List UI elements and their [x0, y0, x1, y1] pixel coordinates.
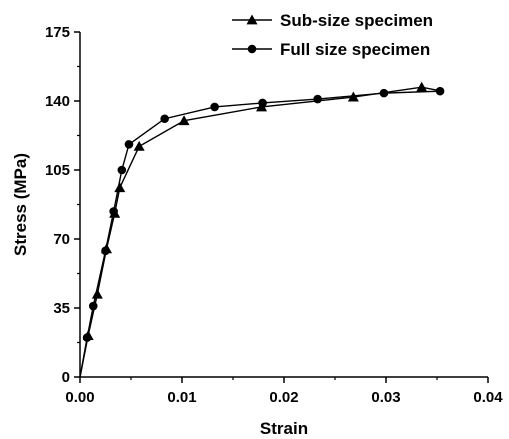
x-tick-label: 0.03	[371, 389, 400, 406]
axes	[79, 32, 488, 378]
y-tick-label: 105	[45, 162, 70, 179]
data-point	[124, 140, 134, 149]
series-sub-size	[79, 81, 443, 378]
data-point	[178, 115, 190, 126]
y-tick-label: 0	[62, 369, 70, 386]
x-tick-labels: 0.00 0.01 0.02 0.03 0.04	[65, 389, 503, 406]
data-point	[88, 301, 98, 311]
data-point	[117, 165, 127, 175]
x-tick-label: 0.01	[167, 389, 196, 406]
legend-entry: Full size specimen	[232, 40, 430, 59]
data-point	[114, 182, 126, 193]
data-point	[82, 333, 92, 342]
circle-marker-icon	[247, 44, 257, 54]
legend: Sub-size specimen Full size specimen	[232, 11, 433, 59]
data-point	[435, 86, 445, 96]
legend-label: Full size specimen	[280, 40, 430, 59]
y-axis-title: Stress (MPa)	[11, 153, 30, 256]
tick-marks	[74, 31, 489, 383]
data-point	[91, 288, 103, 299]
data-point	[109, 207, 118, 216]
data-point	[210, 102, 219, 112]
x-tick-label: 0.00	[65, 389, 94, 406]
series-line	[79, 86, 443, 378]
data-point	[416, 81, 428, 92]
data-point	[133, 140, 145, 151]
triangle-marker-icon	[246, 14, 258, 25]
data-point	[101, 246, 110, 256]
series-line	[79, 90, 441, 378]
y-tick-labels: 0 35 70 105 140 175	[45, 24, 70, 386]
data-point	[258, 98, 267, 108]
x-tick-label: 0.02	[269, 389, 298, 406]
series-layer	[79, 81, 445, 378]
series-full-size	[79, 86, 445, 378]
data-point	[379, 88, 389, 98]
y-tick-label: 140	[45, 93, 70, 110]
data-point	[313, 94, 322, 104]
y-tick-label: 70	[53, 231, 70, 248]
x-tick-label: 0.04	[473, 389, 503, 406]
y-tick-label: 35	[53, 300, 70, 317]
data-point	[160, 114, 169, 124]
legend-entry: Sub-size specimen	[232, 11, 433, 30]
legend-label: Sub-size specimen	[280, 11, 433, 30]
y-tick-label: 175	[45, 24, 70, 41]
x-axis-title: Strain	[260, 419, 308, 438]
